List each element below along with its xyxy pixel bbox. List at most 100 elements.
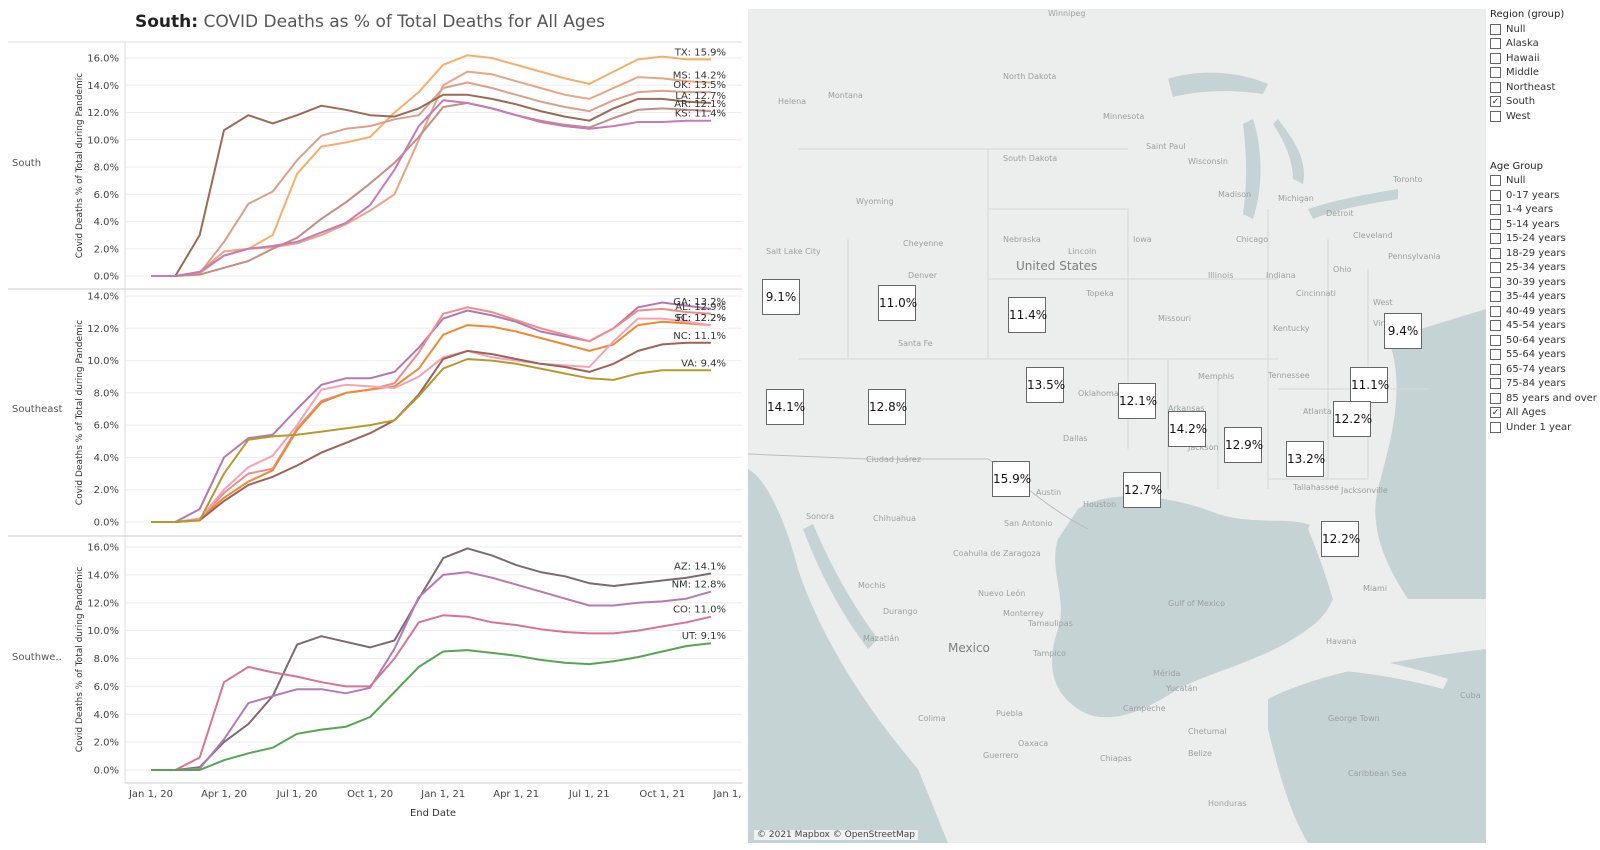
age-filter-checkbox[interactable]	[1490, 392, 1501, 404]
map-label-ga[interactable]: 13.2%	[1286, 441, 1325, 477]
age-filter-option[interactable]: 45-54 years	[1490, 319, 1600, 334]
place-missouri: Missouri	[1158, 314, 1191, 323]
map-label-sc[interactable]: 12.2%	[1333, 401, 1372, 437]
region-filter-title: Region (group)	[1490, 9, 1565, 20]
age-filter-option[interactable]: 25-34 years	[1490, 261, 1600, 276]
series-line-fl	[151, 317, 712, 523]
age-filter-checkbox[interactable]	[1490, 349, 1501, 361]
region-filter-checkbox[interactable]: ✓	[1490, 96, 1501, 108]
age-filter-checkbox[interactable]	[1490, 247, 1501, 259]
gulf-of-mexico-water	[1052, 496, 1339, 718]
age-filter-checkbox[interactable]	[1490, 189, 1501, 201]
y-tick-label: 12.0%	[87, 598, 119, 609]
place-chiapas: Chiapas	[1100, 754, 1132, 763]
region-filter-checkbox[interactable]	[1490, 52, 1501, 64]
series-line-al	[151, 306, 712, 523]
map-label-ok[interactable]: 13.5%	[1026, 367, 1065, 403]
age-filter-checkbox[interactable]	[1490, 305, 1501, 317]
map-label-la[interactable]: 12.7%	[1123, 472, 1162, 508]
age-filter-checkbox[interactable]	[1490, 363, 1501, 375]
age-filter-checkbox[interactable]	[1490, 276, 1501, 288]
place-madison: Madison	[1218, 190, 1252, 199]
end-label-ok: OK: 13.5%	[673, 80, 726, 91]
age-filter-checkbox[interactable]	[1490, 218, 1501, 230]
x-tick-label: Apr 1, 21	[493, 789, 539, 800]
y-tick-label: 14.0%	[87, 292, 119, 303]
region-filter-checkbox[interactable]	[1490, 38, 1501, 50]
region-filter-option[interactable]: Alaska	[1490, 37, 1600, 52]
region-filter-option-label: South	[1506, 96, 1536, 108]
map-label-ks[interactable]: 11.4%	[1008, 297, 1047, 333]
map-label-nc[interactable]: 11.1%	[1350, 367, 1389, 403]
age-filter-checkbox[interactable]	[1490, 378, 1501, 390]
age-filter-checkbox[interactable]	[1490, 233, 1501, 245]
map-label-va[interactable]: 9.4%	[1384, 313, 1422, 349]
region-filter-option-label: Alaska	[1506, 38, 1539, 50]
place-memphis: Memphis	[1198, 372, 1235, 381]
age-filter-option[interactable]: 50-64 years	[1490, 333, 1600, 348]
age-filter-option[interactable]: Null	[1490, 174, 1600, 189]
age-filter-checkbox[interactable]	[1490, 291, 1501, 303]
place-wisconsin: Wisconsin	[1188, 157, 1228, 166]
end-label-fl: FL: 12.2%	[676, 313, 726, 324]
age-filter-checkbox[interactable]	[1490, 262, 1501, 274]
map-label-tx[interactable]: 15.9%	[992, 461, 1031, 497]
end-label-al: AL: 12.9%	[675, 302, 726, 313]
age-filter-checkbox[interactable]	[1490, 334, 1501, 346]
age-filter-option[interactable]: ✓ All Ages	[1490, 406, 1600, 421]
age-filter-option-label: 5-14 years	[1506, 218, 1560, 230]
map-label-al[interactable]: 12.9%	[1224, 427, 1263, 463]
age-filter-option[interactable]: 18-29 years	[1490, 246, 1600, 261]
age-filter-option[interactable]: 55-64 years	[1490, 348, 1600, 363]
age-filter-checkbox[interactable]	[1490, 320, 1501, 332]
region-filter-option[interactable]: Northeast	[1490, 80, 1600, 95]
region-filter-option-label: Null	[1506, 23, 1526, 35]
region-map[interactable]: Winnipeg Helena Montana North Dakota Min…	[748, 9, 1486, 843]
age-filter-option[interactable]: 85 years and over	[1490, 391, 1600, 406]
age-filter-option[interactable]: 30-39 years	[1490, 275, 1600, 290]
region-filter-option[interactable]: West	[1490, 109, 1600, 124]
map-label-az[interactable]: 14.1%	[766, 389, 805, 425]
map-label-ms[interactable]: 14.2%	[1168, 411, 1207, 447]
age-filter-option[interactable]: 65-74 years	[1490, 362, 1600, 377]
age-filter-option[interactable]: 1-4 years	[1490, 203, 1600, 218]
map-label-ut[interactable]: 9.1%	[762, 279, 800, 315]
place-winnipeg: Winnipeg	[1048, 9, 1086, 18]
place-belize: Belize	[1188, 749, 1212, 758]
age-filter-option-label: 18-29 years	[1506, 247, 1566, 259]
place-west: West	[1373, 298, 1393, 307]
age-filter-option[interactable]: 5-14 years	[1490, 217, 1600, 232]
age-filter-option[interactable]: 15-24 years	[1490, 232, 1600, 247]
age-filter-option[interactable]: Under 1 year	[1490, 420, 1600, 435]
age-filter-option[interactable]: 75-84 years	[1490, 377, 1600, 392]
land-area	[748, 9, 1486, 843]
region-filter-checkbox[interactable]	[1490, 67, 1501, 79]
map-label-ar[interactable]: 12.1%	[1118, 383, 1157, 419]
age-filter-checkbox[interactable]: ✓	[1490, 407, 1501, 419]
region-filter-checkbox[interactable]	[1490, 110, 1501, 122]
map-credit[interactable]: © 2021 Mapbox © OpenStreetMap	[754, 830, 918, 840]
age-filter-option[interactable]: 0-17 years	[1490, 188, 1600, 203]
region-filter-checkbox[interactable]	[1490, 23, 1501, 35]
age-filter-checkbox[interactable]	[1490, 204, 1501, 216]
age-filter-checkbox[interactable]	[1490, 175, 1501, 187]
region-filter-option[interactable]: ✓ South	[1490, 95, 1600, 110]
map-label-nm[interactable]: 12.8%	[868, 389, 907, 425]
region-filter-option[interactable]: Middle	[1490, 66, 1600, 81]
x-tick-label: Jan 1, 20	[128, 789, 173, 800]
map-label-co[interactable]: 11.0%	[878, 285, 917, 321]
age-filter-checkbox[interactable]	[1490, 421, 1501, 433]
place-atlanta: Atlanta	[1303, 407, 1332, 416]
region-filter-checkbox[interactable]	[1490, 81, 1501, 93]
map-label-fl[interactable]: 12.2%	[1321, 521, 1360, 557]
place-kentucky: Kentucky	[1273, 324, 1310, 333]
place-sonora: Sonora	[806, 512, 835, 521]
age-filter-option[interactable]: 40-49 years	[1490, 304, 1600, 319]
region-filter-option[interactable]: Null	[1490, 22, 1600, 37]
age-filter-option[interactable]: 35-44 years	[1490, 290, 1600, 305]
map-background	[748, 9, 1486, 843]
y-tick-label: 6.0%	[94, 421, 119, 432]
region-filter-option[interactable]: Hawaii	[1490, 51, 1600, 66]
place-toronto: Toronto	[1393, 175, 1423, 184]
x-tick-label: Oct 1, 20	[347, 789, 393, 800]
